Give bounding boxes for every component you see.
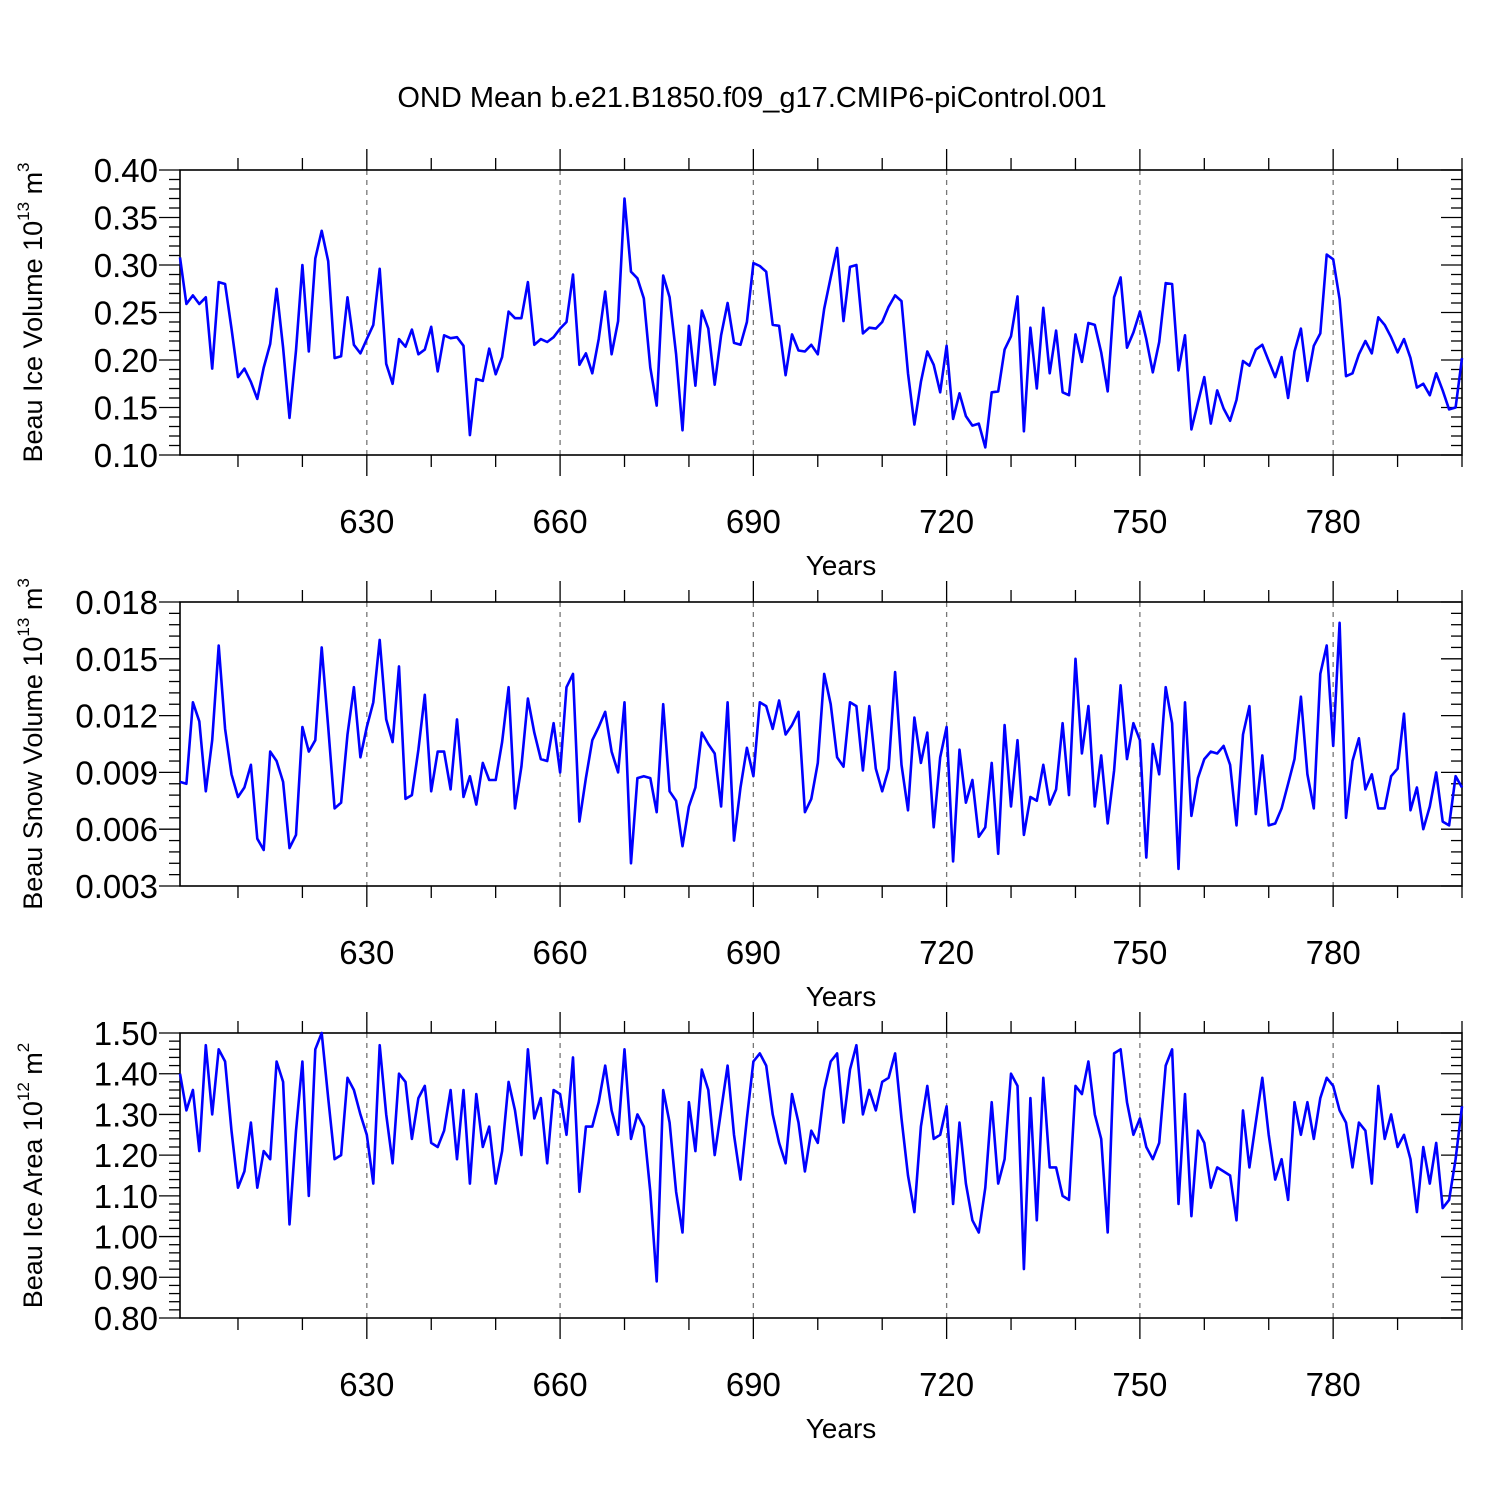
y-tick-label: 0.40: [94, 152, 158, 189]
x-tick-label: 780: [1306, 934, 1361, 971]
y-tick-label: 0.90: [94, 1259, 158, 1296]
y-axis-label-text: Beau Ice Volume 10: [18, 221, 48, 463]
x-axis-label: Years: [806, 550, 877, 581]
y-tick-label: 0.006: [75, 811, 158, 848]
y-tick-label: 0.003: [75, 868, 158, 905]
series-line: [178, 197, 1464, 449]
panel-1: 0.10 0.15 0.20 0.25 0.30 0.35 0.40 630 660 690 720…: [14, 149, 1464, 581]
y-axis-label-text: Beau Ice Area 10: [18, 1101, 48, 1308]
x-tick-label: 660: [533, 934, 588, 971]
panel-3: 0.80 0.901.00 1.10 1.20 1.301.40 1.50 630 660 69…: [14, 1012, 1464, 1444]
y-axis-label-unit: m: [18, 588, 48, 618]
y-tick-label: 0.018: [75, 584, 158, 621]
plot-frame: [179, 1032, 1463, 1319]
y-tick-label: 1.20: [94, 1137, 158, 1174]
panel-2: 0.003 0.006 0.009 0.012 0.015 0.018 630 660 690 7…: [14, 578, 1464, 1012]
x-tick-label: 690: [726, 503, 781, 540]
x-tick-label: 720: [919, 1366, 974, 1403]
x-axis-label: Years: [806, 1413, 877, 1444]
x-tick-label: 750: [1112, 1366, 1167, 1403]
y-tick-label: 0.10: [94, 437, 158, 474]
plot-frame: [179, 601, 1463, 887]
y-axis-label-exponent: 12: [14, 1082, 33, 1101]
y-axis-label-unit-exponent: 3: [14, 578, 33, 587]
y-tick-label: 0.009: [75, 754, 158, 791]
x-tick-label: 750: [1112, 934, 1167, 971]
plot-frame: [179, 169, 1463, 456]
series-line: [178, 1031, 1464, 1283]
x-axis-label: Years: [806, 981, 877, 1012]
y-axis-label-exponent: 13: [14, 202, 33, 221]
y-tick-label: 1.10: [94, 1178, 158, 1215]
y-axis-label-text: Beau Snow Volume 10: [18, 637, 48, 910]
panels: 0.10 0.15 0.20 0.25 0.30 0.35 0.40 630 660 690 720…: [14, 149, 1464, 1444]
y-axis-label: Beau Ice Volume 1013 m3: [14, 162, 48, 462]
y-axis-label-unit-exponent: 3: [14, 162, 33, 171]
x-tick-label: 750: [1112, 503, 1167, 540]
y-axis-label-unit-exponent: 2: [14, 1043, 33, 1052]
y-axis-label-unit: m: [18, 1052, 48, 1082]
y-tick-label: 0.25: [94, 295, 158, 332]
y-tick-label: 0.20: [94, 342, 158, 379]
x-tick-label: 780: [1306, 1366, 1361, 1403]
x-tick-label: 630: [339, 934, 394, 971]
y-tick-label: 0.015: [75, 641, 158, 678]
y-axis-label: Beau Snow Volume 1013 m3: [14, 578, 48, 910]
y-axis-label-exponent: 13: [14, 618, 33, 637]
x-tick-label: 720: [919, 503, 974, 540]
y-tick-label: 0.35: [94, 200, 158, 237]
y-tick-label: 0.012: [75, 698, 158, 735]
y-axis-label: Beau Ice Area 1012 m2: [14, 1043, 48, 1309]
y-tick-label: 1.50: [94, 1015, 158, 1052]
y-axis-label-unit: m: [18, 172, 48, 202]
x-tick-label: 690: [726, 934, 781, 971]
x-tick-label: 660: [533, 1366, 588, 1403]
y-tick-label: 0.30: [94, 247, 158, 284]
y-tick-label: 1.00: [94, 1219, 158, 1256]
x-tick-label: 780: [1306, 503, 1361, 540]
x-tick-label: 690: [726, 1366, 781, 1403]
x-tick-label: 630: [339, 503, 394, 540]
y-tick-label: 1.30: [94, 1096, 158, 1133]
y-tick-label: 1.40: [94, 1056, 158, 1093]
x-tick-label: 630: [339, 1366, 394, 1403]
y-tick-label: 0.15: [94, 390, 158, 427]
chart-title: OND Mean b.e21.B1850.f09_g17.CMIP6-piCon…: [397, 82, 1106, 114]
series-line: [179, 621, 1464, 871]
y-tick-label: 0.80: [94, 1300, 158, 1337]
x-tick-label: 720: [919, 934, 974, 971]
x-tick-label: 660: [533, 503, 588, 540]
